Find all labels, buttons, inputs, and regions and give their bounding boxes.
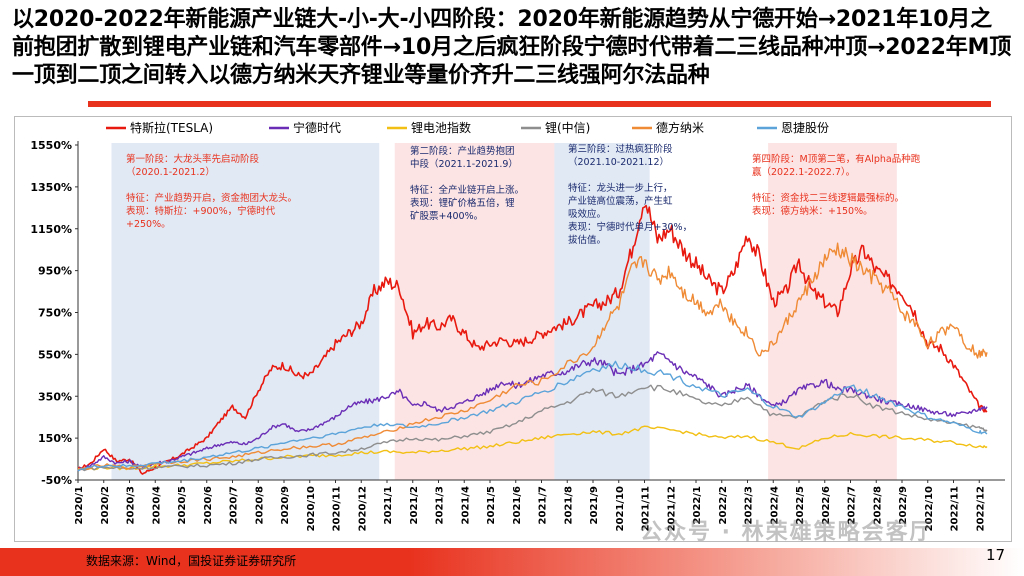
x-tick-label: 2021/6 <box>512 486 523 524</box>
phase-annotation: 表现：锂矿价格五倍，锂 <box>410 197 515 209</box>
legend-label: 锂(中信) <box>545 120 590 135</box>
legend-label: 锂电池指数 <box>411 120 471 135</box>
phase-annotation: 第四阶段：M顶第二笔，有Alpha品种跑 <box>752 153 921 165</box>
x-tick-label: 2021/5 <box>486 486 497 524</box>
x-tick-label: 2020/5 <box>177 486 188 524</box>
phase-annotation: 第二阶段：产业趋势抱团 <box>410 145 515 157</box>
x-tick-label: 2022/5 <box>795 486 806 524</box>
phase-annotation: 吸效应。 <box>568 208 606 220</box>
x-tick-label: 2020/4 <box>151 486 162 524</box>
phase-region <box>768 143 897 480</box>
x-tick-label: 2022/10 <box>924 486 935 531</box>
x-tick-label: 2022/7 <box>847 486 858 524</box>
footer <box>0 540 1024 576</box>
phase-region <box>111 143 380 480</box>
x-tick-label: 2022/2 <box>718 486 729 524</box>
performance-line-chart: -50% 150% 350% 550% 750% 950% 1150% 1350% 1550% 2… <box>30 120 1005 531</box>
series-line <box>77 360 988 472</box>
phase-annotation: 特征：全产业链开启上涨。 <box>410 184 524 196</box>
series-line <box>77 384 988 472</box>
x-tick-label: 2021/4 <box>460 486 471 524</box>
x-tick-label: 2022/3 <box>744 486 755 524</box>
x-tick-label: 2020/11 <box>332 486 343 531</box>
phase-region <box>394 143 555 480</box>
x-tick-label: 2022/8 <box>872 486 883 524</box>
x-tick-label: 2020/12 <box>357 486 368 531</box>
phase-annotation: 表现：特斯拉：+900%，宁德时代 <box>126 205 276 217</box>
phase-annotation: 表现：德方纳米：+150%。 <box>752 205 873 217</box>
x-tick-label: 2020/10 <box>306 486 317 531</box>
x-tick-label: 2021/8 <box>563 486 574 524</box>
title-underline <box>88 101 991 107</box>
y-tick-label: 1150% <box>30 223 72 236</box>
x-tick-label: 2020/9 <box>280 486 291 524</box>
phase-annotation: （2020.1-2021.2） <box>126 166 215 178</box>
x-tick-label: 2022/6 <box>821 486 832 524</box>
phase-annotation: 拔估值。 <box>568 234 606 246</box>
phase-region <box>554 143 650 480</box>
x-tick-label: 2022/1 <box>692 486 703 524</box>
y-tick-label: 1550% <box>30 139 72 152</box>
footer-bar <box>0 548 1024 576</box>
phase-annotation: （2021.10-2021.12） <box>568 156 669 168</box>
phase-annotation: 赢（2022.1-2022.7）。 <box>752 166 855 178</box>
phase-annotation: 特征：产业趋势开启，资金抱团大龙头。 <box>126 192 297 204</box>
series-line <box>77 204 988 475</box>
x-tick-label: 2020/6 <box>203 486 214 524</box>
y-tick-label: 350% <box>38 390 72 403</box>
x-tick-label: 2021/2 <box>409 486 420 524</box>
watermark-text: 公众号 · 林荣雄策略会客厅 <box>640 520 934 545</box>
legend-label: 宁德时代 <box>293 120 341 135</box>
phase-annotation: 第一阶段：大龙头率先启动阶段 <box>126 153 260 165</box>
x-tick-label: 2022/9 <box>898 486 909 524</box>
x-tick-label: 2021/7 <box>538 486 549 524</box>
x-tick-label: 2022/4 <box>769 486 780 524</box>
y-tick-label: 150% <box>38 432 72 445</box>
x-tick-label: 2021/10 <box>615 486 626 531</box>
page-title: 以2020-2022年新能源产业链大-小-大-小四阶段：2020年新能源趋势从宁… <box>12 7 1012 88</box>
phase-annotation: 产业链高位震荡，产生虹 <box>568 195 673 207</box>
x-tick-label: 2020/7 <box>229 486 240 524</box>
y-tick-label: -50% <box>41 474 72 487</box>
phase-annotation: 特征：资金找二三线逻辑最强标的。 <box>752 192 904 204</box>
legend-label: 德方纳米 <box>656 120 704 135</box>
y-tick-label: 550% <box>38 348 72 361</box>
series-line <box>77 242 988 471</box>
x-tick-label: 2021/12 <box>666 486 677 531</box>
phase-annotation: 特征：龙头进一步上行， <box>568 182 673 194</box>
phase-annotation: 矿股票+400%。 <box>410 210 483 222</box>
series-line <box>77 351 988 472</box>
y-tick-label: 950% <box>38 265 72 278</box>
x-tick-label: 2020/2 <box>100 486 111 524</box>
x-tick-label: 2022/12 <box>975 486 986 531</box>
x-tick-label: 2022/11 <box>950 486 961 531</box>
x-tick-label: 2021/9 <box>589 486 600 524</box>
x-tick-label: 2021/1 <box>383 486 394 524</box>
y-tick-label: 750% <box>38 307 72 320</box>
legend-label: 恩捷股份 <box>781 121 829 135</box>
x-tick-label: 2020/1 <box>74 486 85 524</box>
x-tick-label: 2020/3 <box>126 486 137 524</box>
phase-annotation: 表现：宁德时代单月+30%， <box>568 221 692 233</box>
phase-annotation: +250%。 <box>126 219 171 230</box>
series-line <box>77 425 988 471</box>
x-tick-label: 2021/3 <box>435 486 446 524</box>
legend-label: 特斯拉(TESLA) <box>130 120 213 135</box>
page-number: 17 <box>986 546 1006 564</box>
y-tick-label: 1350% <box>30 181 72 194</box>
x-tick-label: 2020/8 <box>254 486 265 524</box>
data-source: 数据来源：Wind，国投证券证券研究所 <box>86 554 297 568</box>
x-tick-label: 2021/11 <box>641 486 652 531</box>
phase-annotation: 中段（2021.1-2021.9） <box>410 158 518 170</box>
phase-annotation: 第三阶段：过热疯狂阶段 <box>568 143 673 155</box>
